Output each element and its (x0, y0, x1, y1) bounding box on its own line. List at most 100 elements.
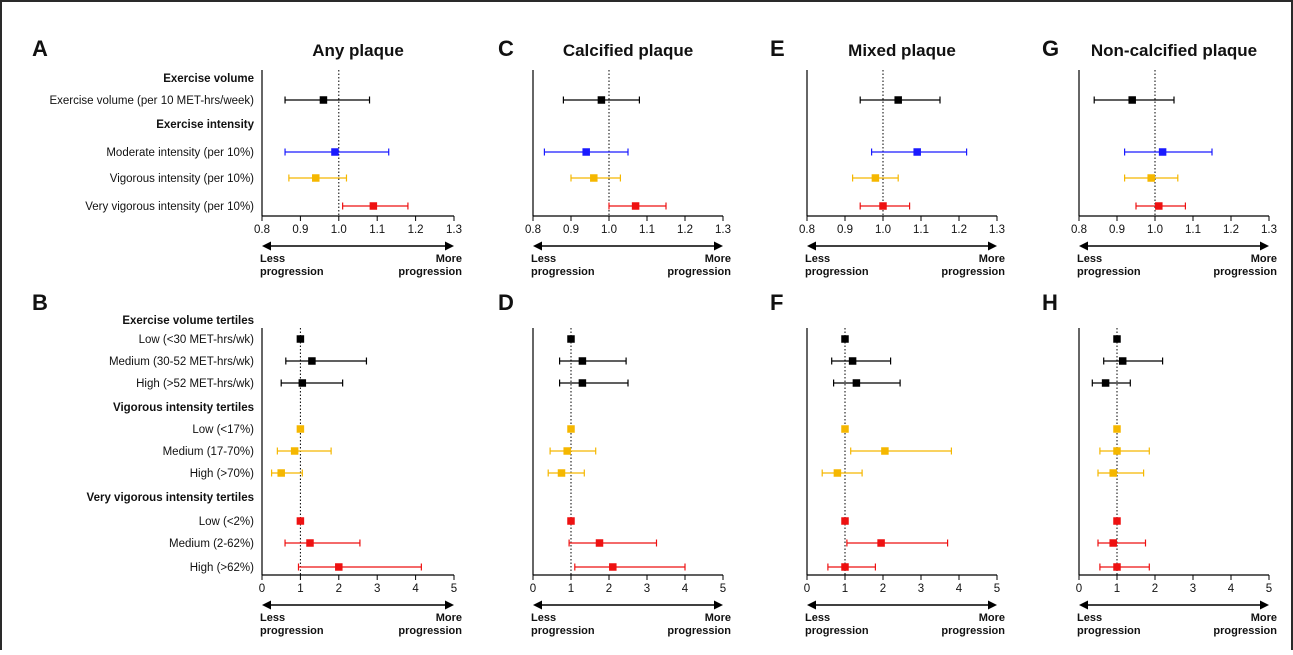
estimate-marker (631, 202, 640, 210)
estimate-marker (879, 202, 887, 210)
estimate-marker (1158, 148, 1167, 156)
arrow-left-icon (807, 241, 816, 251)
x-tick-label: 5 (994, 583, 1000, 595)
row-label: Vigorous intensity (per 10%) (110, 173, 254, 185)
x-tick-label: 1.0 (331, 224, 347, 236)
x-tick-label: 1 (568, 583, 574, 595)
estimate-marker (1109, 469, 1117, 477)
arrow-right-icon (445, 241, 454, 251)
x-tick-label: 0.8 (1071, 224, 1087, 236)
more-progression-label: progression (1213, 625, 1277, 637)
x-tick-label: 5 (451, 583, 457, 595)
arrow-right-icon (714, 241, 723, 251)
row-label: High (>70%) (190, 468, 254, 480)
less-progression-label: progression (1077, 625, 1141, 637)
x-tick-label: 1 (297, 583, 303, 595)
less-progression-label: progression (260, 625, 324, 637)
panel-title: Mixed plaque (848, 41, 956, 60)
more-progression-label: progression (941, 266, 1005, 278)
estimate-marker (557, 469, 566, 477)
x-tick-label: 0 (1076, 583, 1082, 595)
arrow-right-icon (714, 600, 723, 610)
arrow-left-icon (262, 241, 271, 251)
less-progression-label: progression (260, 266, 324, 278)
estimate-marker (582, 148, 590, 156)
x-tick-label: 1.0 (1147, 224, 1163, 236)
estimate-marker (597, 96, 606, 104)
x-tick-label: 3 (1190, 583, 1196, 595)
less-progression-label: Less (805, 612, 830, 624)
panel-letter: F (770, 290, 783, 315)
estimate-marker (1118, 357, 1127, 365)
more-progression-label: More (1251, 253, 1277, 265)
estimate-marker (877, 539, 885, 547)
panel-b: B Exercise volume tertiles Low (<30 MET-hr… (32, 290, 462, 637)
estimate-marker (1113, 335, 1121, 343)
row-label: Moderate intensity (per 10%) (106, 147, 254, 159)
more-progression-label: More (705, 253, 731, 265)
x-tick-label: 1 (842, 583, 848, 595)
arrow-right-icon (988, 600, 997, 610)
estimate-marker (331, 148, 339, 156)
panel-letter: D (498, 290, 514, 315)
x-tick-label: 1.3 (989, 224, 1005, 236)
panel-g: G Non-calcified plaque 0.8 0.9 1.0 1.1 1.2 1.3 L… (1042, 36, 1277, 278)
x-tick-label: 3 (374, 583, 380, 595)
x-tick-label: 1.0 (601, 224, 617, 236)
x-tick-label: 1.1 (913, 224, 929, 236)
x-tick-label: 0.9 (1109, 224, 1125, 236)
group-label: Exercise volume (163, 73, 254, 85)
x-tick-label: 1.1 (369, 224, 385, 236)
estimate-marker (312, 174, 320, 182)
panel-letter: E (770, 36, 785, 61)
less-progression-label: progression (531, 625, 595, 637)
x-tick-label: 1.3 (715, 224, 731, 236)
row-label: Low (<17%) (192, 424, 254, 436)
estimate-marker (595, 539, 604, 547)
x-tick-label: 2 (880, 583, 886, 595)
row-label: Low (<30 MET-hrs/wk) (139, 334, 255, 346)
x-tick-label: 0 (530, 583, 536, 595)
estimate-marker (578, 379, 587, 387)
estimate-marker (1113, 425, 1121, 433)
group-label: Very vigorous intensity tertiles (87, 492, 254, 504)
estimate-marker (1155, 202, 1163, 210)
x-tick-label: 3 (918, 583, 924, 595)
more-progression-label: progression (941, 625, 1005, 637)
group-label: Vigorous intensity tertiles (113, 402, 254, 414)
x-tick-label: 4 (412, 583, 419, 595)
estimate-marker (335, 563, 343, 571)
panel-title: Calcified plaque (563, 41, 693, 60)
x-tick-label: 5 (720, 583, 726, 595)
estimate-marker (841, 563, 849, 571)
x-tick-label: 4 (1228, 583, 1235, 595)
arrow-left-icon (533, 241, 542, 251)
row-label: Medium (2-62%) (169, 538, 254, 550)
estimate-marker (563, 447, 571, 455)
estimate-marker (1128, 96, 1136, 104)
less-progression-label: Less (260, 253, 285, 265)
less-progression-label: Less (531, 253, 556, 265)
panel-letter: C (498, 36, 514, 61)
x-tick-label: 4 (682, 583, 689, 595)
estimate-marker (848, 357, 857, 365)
less-progression-label: progression (531, 266, 595, 278)
x-tick-label: 1.1 (1185, 224, 1201, 236)
less-progression-label: Less (531, 612, 556, 624)
arrow-left-icon (1079, 600, 1088, 610)
estimate-marker (833, 469, 842, 477)
panel-letter: H (1042, 290, 1058, 315)
x-tick-label: 1.2 (677, 224, 693, 236)
estimate-marker (1109, 539, 1117, 547)
row-label: Medium (17-70%) (163, 446, 255, 458)
x-tick-label: 0.9 (563, 224, 579, 236)
estimate-marker (1101, 379, 1110, 387)
estimate-marker (852, 379, 861, 387)
arrow-right-icon (445, 600, 454, 610)
estimate-marker (567, 425, 575, 433)
